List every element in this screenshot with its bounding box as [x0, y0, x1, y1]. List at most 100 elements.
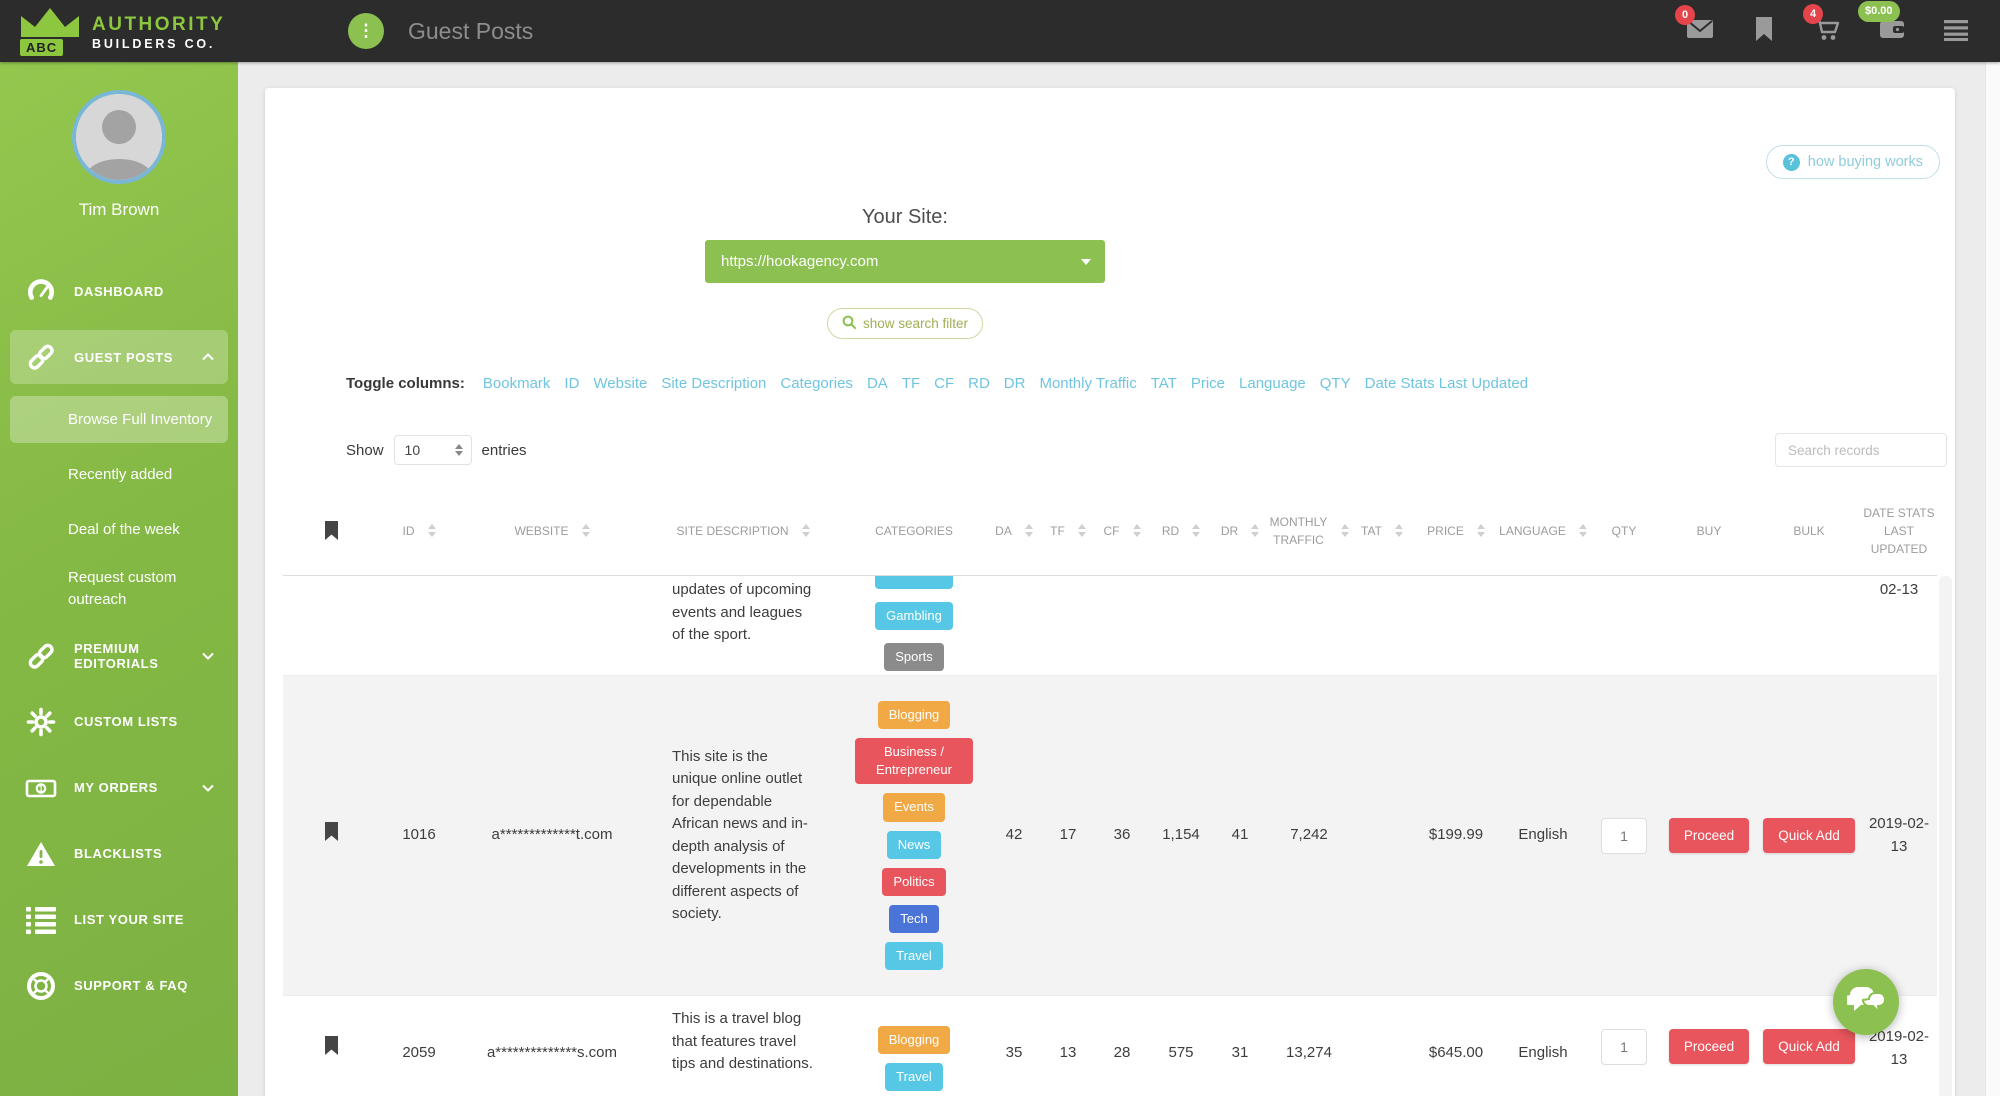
cell-id: [379, 576, 459, 675]
column-header-rd[interactable]: RD: [1149, 516, 1213, 546]
bookmark-icon[interactable]: [324, 822, 339, 849]
column-header-tat[interactable]: TAT: [1351, 516, 1413, 546]
toggle-column-link[interactable]: Language: [1239, 375, 1306, 392]
toggle-column-link[interactable]: TAT: [1150, 375, 1177, 392]
qty-input[interactable]: [1601, 817, 1647, 854]
toggle-columns-row: Toggle columns: Bookmark ID Website Site De…: [346, 375, 1935, 392]
toggle-column-link[interactable]: Price: [1190, 375, 1226, 392]
quick-add-button[interactable]: Quick Add: [1763, 1029, 1855, 1064]
cell-desc: This is a travel blog that features trav…: [672, 1010, 813, 1072]
toggle-column-link[interactable]: QTY: [1319, 375, 1351, 392]
cell-buy: Proceed: [1661, 996, 1757, 1096]
cart-badge: 4: [1803, 3, 1823, 24]
sidebar-item-blacklists[interactable]: BLACKLISTS: [10, 827, 228, 881]
cell-tat: [1351, 676, 1413, 995]
bookmark-column-header: [283, 515, 379, 546]
column-header-dr[interactable]: DR: [1213, 516, 1267, 546]
proceed-button[interactable]: Proceed: [1668, 1029, 1750, 1064]
wallet-icon: [1879, 18, 1905, 45]
sidebar-item-list-your-site[interactable]: LIST YOUR SITE: [10, 893, 228, 947]
category-tag: Business / Entrepreneur: [855, 737, 973, 785]
toggle-column-link[interactable]: Bookmark: [482, 375, 551, 392]
toggle-column-link[interactable]: DR: [1003, 375, 1026, 392]
column-header-da[interactable]: DA: [987, 516, 1041, 546]
show-search-filter-button[interactable]: show search filter: [826, 308, 984, 339]
cell-rd: [1149, 576, 1213, 675]
cell-traffic: 7,242: [1290, 826, 1328, 844]
cart-button[interactable]: 4: [1803, 3, 1842, 46]
cell-price: $199.99: [1428, 826, 1484, 844]
column-header-tf[interactable]: TF: [1041, 516, 1095, 546]
column-header-price[interactable]: PRICE: [1413, 516, 1499, 546]
cell-bulk: [1757, 576, 1861, 675]
category-tag: Travel: [885, 1063, 943, 1092]
sidebar-subitem-request-custom-outreach[interactable]: Request custom outreach: [68, 569, 177, 608]
column-header-monthly-traffic[interactable]: MONTHLY TRAFFIC: [1267, 507, 1351, 555]
column-header-cf[interactable]: CF: [1095, 516, 1149, 546]
category-tag: Travel: [885, 942, 943, 971]
menu-list-button[interactable]: [1942, 17, 1970, 46]
quick-add-button[interactable]: Quick Add: [1763, 818, 1855, 853]
toggle-columns-label: Toggle columns:: [346, 375, 465, 392]
toggle-column-link[interactable]: Website: [593, 375, 648, 392]
chat-button[interactable]: [1833, 969, 1899, 1035]
window-scrollbar-track[interactable]: [1985, 62, 2000, 1096]
sidebar-subitem-browse-full-inventory[interactable]: Browse Full Inventory: [10, 396, 228, 443]
bookmarks-button[interactable]: [1750, 16, 1778, 46]
messages-button[interactable]: 0: [1675, 4, 1714, 45]
sidebar-subitem-recently-added[interactable]: Recently added: [68, 465, 173, 483]
column-header-id[interactable]: ID: [379, 516, 459, 546]
toggle-column-link[interactable]: CF: [934, 375, 955, 392]
toggle-column-link[interactable]: Site Description: [661, 375, 767, 392]
search-icon: [842, 315, 856, 332]
cell-id: 2059: [402, 1044, 436, 1061]
cell-cf: 36: [1113, 826, 1131, 844]
brand-text: AUTHORITY BUILDERS CO.: [92, 14, 226, 51]
toggle-column-link[interactable]: Date Stats Last Updated: [1364, 375, 1529, 392]
cell-id: 1016: [402, 826, 436, 844]
sort-arrows-icon: [1132, 524, 1141, 537]
how-buying-works-label: how buying works: [1807, 154, 1923, 170]
entries-per-page-select[interactable]: 10: [393, 435, 472, 465]
sort-arrows-icon: [1341, 524, 1349, 537]
toggle-column-link[interactable]: DA: [866, 375, 888, 392]
toggle-column-link[interactable]: Categories: [780, 375, 853, 392]
gear-icon: [24, 707, 58, 737]
category-tag: Gambling: [875, 602, 953, 631]
brand-logo[interactable]: ABC AUTHORITY BUILDERS CO.: [20, 8, 225, 56]
toggle-column-link[interactable]: RD: [968, 375, 990, 392]
bookmark-icon[interactable]: [324, 1036, 339, 1063]
inventory-table: ID WEBSITE SITE DESCRIPTION CATEGORIES DA TF C…: [283, 486, 1937, 1096]
search-input[interactable]: [1775, 433, 1947, 467]
sidebar-item-custom-lists[interactable]: CUSTOM LISTS: [10, 695, 228, 749]
cell-tf: 17: [1059, 826, 1077, 844]
toggle-column-link[interactable]: ID: [564, 375, 580, 392]
column-header-language[interactable]: LANGUAGE: [1499, 516, 1587, 546]
sidebar-toggle-button[interactable]: ⋮: [348, 13, 384, 49]
svg-text:1: 1: [39, 784, 44, 793]
column-header-website[interactable]: WEBSITE: [459, 516, 645, 546]
site-select-dropdown[interactable]: https://hookagency.com: [705, 240, 1105, 283]
category-tag: Blogging: [877, 700, 951, 729]
sort-arrows-icon: [427, 524, 436, 537]
cell-buy: [1661, 576, 1757, 675]
sidebar-item-my-orders[interactable]: 1 MY ORDERS: [10, 761, 228, 815]
cell-lang: English: [1518, 1044, 1568, 1061]
sidebar-item-label: LIST YOUR SITE: [74, 912, 185, 927]
cell-cf: [1095, 576, 1149, 675]
cell-bulk: Quick Add: [1757, 676, 1861, 995]
sidebar-subitem-deal-of-the-week[interactable]: Deal of the week: [68, 520, 180, 538]
column-header-site-description[interactable]: SITE DESCRIPTION: [645, 516, 841, 546]
messages-badge: 0: [1675, 4, 1695, 25]
qty-input[interactable]: [1601, 1029, 1647, 1065]
sidebar-item-support-faq[interactable]: SUPPORT & FAQ: [10, 959, 228, 1013]
toggle-column-link[interactable]: Monthly Traffic: [1039, 375, 1137, 392]
proceed-button[interactable]: Proceed: [1668, 818, 1750, 853]
sidebar-item-guest-posts[interactable]: GUEST POSTS: [10, 330, 228, 384]
how-buying-works-button[interactable]: ? how buying works: [1765, 145, 1940, 179]
wallet-button[interactable]: $0.00: [1858, 0, 1906, 45]
cell-website: [459, 576, 645, 675]
toggle-column-link[interactable]: TF: [901, 375, 921, 392]
sidebar-item-dashboard[interactable]: DASHBOARD: [10, 264, 228, 318]
sidebar-item-premium-editorials[interactable]: PREMIUM EDITORIALS: [10, 629, 228, 683]
